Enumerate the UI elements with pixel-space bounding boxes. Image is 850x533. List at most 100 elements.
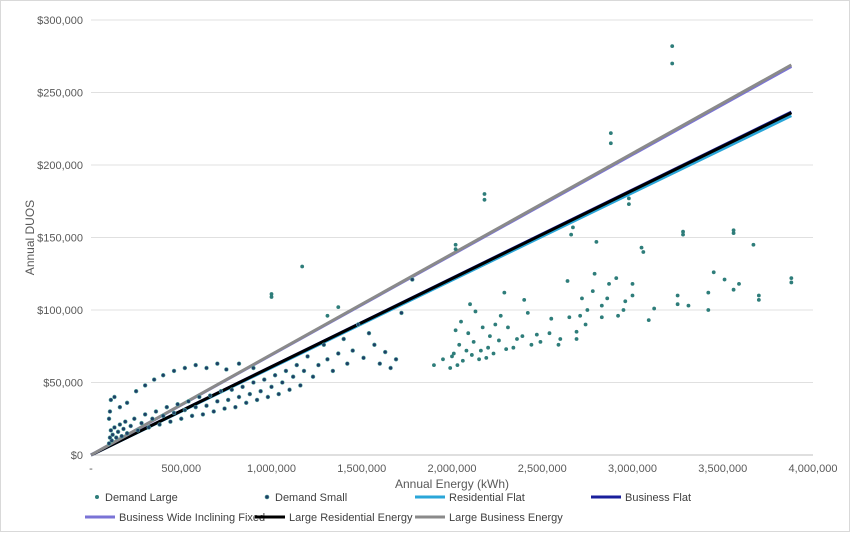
demand-large-point bbox=[681, 229, 685, 234]
demand-large-point bbox=[300, 264, 305, 269]
demand-large-point bbox=[506, 325, 510, 330]
demand-large-point bbox=[607, 282, 611, 286]
demand-large-point bbox=[522, 297, 527, 302]
demand-small-point bbox=[189, 413, 195, 419]
demand-large-point bbox=[623, 299, 628, 304]
demand-large-point bbox=[567, 315, 572, 320]
demand-small-point bbox=[168, 419, 173, 424]
demand-small-point bbox=[294, 362, 299, 368]
demand-small-point bbox=[135, 428, 141, 433]
y-axis-label: Annual DUOS bbox=[23, 200, 37, 275]
demand-large-point bbox=[547, 331, 552, 336]
demand-small-point bbox=[345, 361, 350, 366]
demand-large-point bbox=[451, 351, 456, 356]
demand-small-point bbox=[119, 433, 124, 439]
demand-large-point bbox=[565, 279, 570, 283]
demand-large-point bbox=[731, 231, 736, 236]
y-tick-label: $0 bbox=[71, 450, 83, 462]
demand-small-point bbox=[258, 389, 263, 394]
demand-small-point bbox=[182, 365, 188, 371]
demand-small-point bbox=[200, 412, 206, 417]
x-tick-label: 500,000 bbox=[161, 463, 201, 475]
demand-large-point bbox=[605, 296, 610, 301]
demand-large-point bbox=[484, 355, 489, 360]
x-tick-label: 4,000,000 bbox=[789, 463, 838, 475]
demand-small-point bbox=[204, 365, 209, 371]
demand-large-point bbox=[646, 318, 651, 323]
demand-large-point bbox=[482, 197, 487, 202]
demand-small-point bbox=[171, 368, 177, 374]
demand-small-point bbox=[114, 435, 119, 440]
demand-large-point bbox=[497, 338, 501, 343]
legend-item-large-business-energy: Large Business Energy bbox=[415, 512, 563, 524]
demand-small-point bbox=[121, 426, 126, 432]
demand-small-point bbox=[251, 365, 256, 371]
y-axis-ticks: $0 $50,000 $100,000 $150,000 $200,000 $250,00… bbox=[37, 15, 83, 462]
demand-small-point bbox=[222, 406, 227, 411]
demand-large-point bbox=[731, 287, 736, 292]
demand-small-point bbox=[106, 441, 112, 446]
demand-large-point bbox=[491, 351, 496, 356]
demand-small-point bbox=[124, 431, 130, 436]
y-tick-label: $100,000 bbox=[37, 305, 83, 317]
demand-small-point bbox=[298, 383, 303, 388]
demand-small-point bbox=[321, 342, 327, 347]
demand-small-point bbox=[336, 351, 341, 356]
demand-small-point bbox=[272, 373, 278, 378]
demand-large-point bbox=[756, 297, 761, 302]
demand-large-point bbox=[789, 280, 794, 285]
x-tick-label: 2,000,000 bbox=[428, 463, 477, 475]
demand-large-point bbox=[711, 270, 716, 275]
series-points bbox=[106, 44, 794, 446]
legend-item-demand-small: Demand Small bbox=[264, 492, 347, 504]
demand-small-point bbox=[224, 367, 229, 372]
demand-small-point bbox=[265, 394, 271, 400]
demand-small-point bbox=[153, 409, 159, 414]
demand-small-point bbox=[366, 331, 372, 336]
legend-label: Business Wide Inclining Fixed bbox=[119, 512, 265, 524]
demand-small-point bbox=[236, 361, 242, 366]
demand-large-point bbox=[502, 290, 507, 295]
demand-large-point bbox=[626, 196, 631, 201]
demand-small-point bbox=[225, 397, 231, 403]
demand-large-point bbox=[466, 331, 471, 336]
legend-item-business-wide-inclining-fixed: Business Wide Inclining Fixed bbox=[85, 512, 265, 524]
demand-small-point bbox=[350, 348, 355, 353]
demand-small-point bbox=[399, 310, 404, 316]
y-tick-label: $300,000 bbox=[37, 15, 83, 27]
demand-small-point bbox=[305, 354, 310, 359]
demand-large-point bbox=[626, 202, 631, 207]
demand-large-point bbox=[594, 239, 599, 244]
demand-small-point bbox=[193, 362, 198, 368]
demand-large-point bbox=[590, 289, 595, 294]
demand-large-point bbox=[336, 305, 341, 309]
demand-small-point bbox=[108, 397, 114, 403]
demand-large-point bbox=[641, 250, 646, 254]
demand-large-point bbox=[670, 61, 675, 66]
legend-swatch bbox=[264, 494, 270, 500]
demand-small-point bbox=[164, 404, 170, 410]
demand-small-point bbox=[106, 416, 112, 421]
x-tick-label: 2,500,000 bbox=[518, 463, 567, 475]
x-axis-label: Annual Energy (kWh) bbox=[395, 477, 509, 491]
demand-large-point bbox=[675, 302, 680, 307]
demand-large-point bbox=[471, 340, 476, 344]
demand-large-point bbox=[448, 366, 453, 370]
demand-small-point bbox=[161, 373, 166, 378]
demand-small-point bbox=[377, 361, 382, 366]
x-tick-label: 1,500,000 bbox=[337, 463, 386, 475]
y-tick-label: $250,000 bbox=[37, 88, 83, 100]
demand-small-point bbox=[193, 404, 198, 410]
demand-large-point bbox=[520, 334, 525, 338]
demand-large-point bbox=[652, 306, 657, 311]
demand-large-point bbox=[599, 315, 604, 320]
demand-large-point bbox=[488, 334, 492, 338]
demand-large-point bbox=[789, 276, 794, 280]
demand-small-point bbox=[393, 357, 399, 362]
demand-large-point bbox=[549, 316, 554, 321]
demand-large-point bbox=[614, 276, 619, 280]
demand-small-point bbox=[117, 422, 123, 427]
demand-small-point bbox=[233, 404, 238, 410]
demand-large-point bbox=[460, 358, 465, 363]
demand-large-point bbox=[269, 295, 274, 299]
